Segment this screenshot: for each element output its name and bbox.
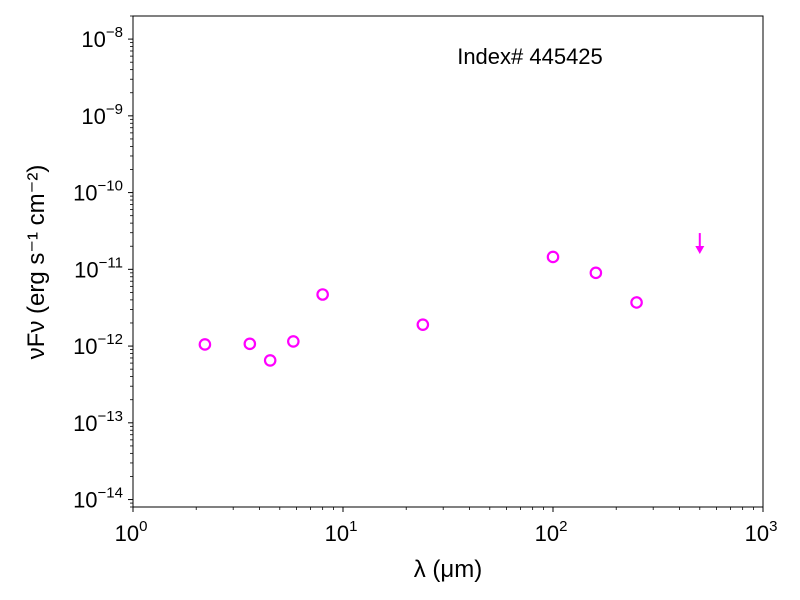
data-point bbox=[316, 288, 329, 301]
y-tick-label: 10−9 bbox=[81, 101, 123, 129]
x-axis-label: λ (μm) bbox=[414, 556, 482, 583]
data-point bbox=[287, 335, 300, 348]
y-axis-label: νFν (erg s⁻¹ cm⁻²) bbox=[23, 165, 50, 360]
data-point bbox=[546, 250, 560, 264]
plot-frame bbox=[132, 15, 764, 508]
data-marks bbox=[198, 233, 705, 367]
data-point bbox=[630, 296, 643, 309]
data-point bbox=[416, 318, 430, 331]
y-tick-label: 10−8 bbox=[81, 24, 123, 52]
y-tick-label: 10−10 bbox=[73, 178, 123, 206]
x-tick-label: 102 bbox=[535, 518, 568, 546]
y-tick-label: 10−13 bbox=[73, 408, 123, 436]
x-tick-label: 101 bbox=[325, 518, 358, 546]
y-tick-label: 10−11 bbox=[74, 254, 123, 282]
upper-limit-head bbox=[695, 246, 705, 255]
data-point bbox=[243, 337, 257, 351]
x-tick-label: 100 bbox=[115, 518, 148, 546]
source-index-annotation: Index# 445425 bbox=[457, 44, 603, 69]
axis-ticks: 100 101 102 103 10−14 10−13 10−12 10−11 10−10 10−… bbox=[73, 15, 778, 546]
y-tick-label: 10−14 bbox=[73, 485, 123, 513]
y-tick-label: 10−12 bbox=[73, 331, 123, 359]
data-point bbox=[198, 338, 212, 351]
data-point bbox=[263, 354, 277, 367]
plot-area bbox=[132, 15, 764, 508]
upper-limit-arrow bbox=[695, 233, 705, 255]
data-point bbox=[589, 266, 603, 280]
x-tick-label: 103 bbox=[745, 518, 778, 546]
